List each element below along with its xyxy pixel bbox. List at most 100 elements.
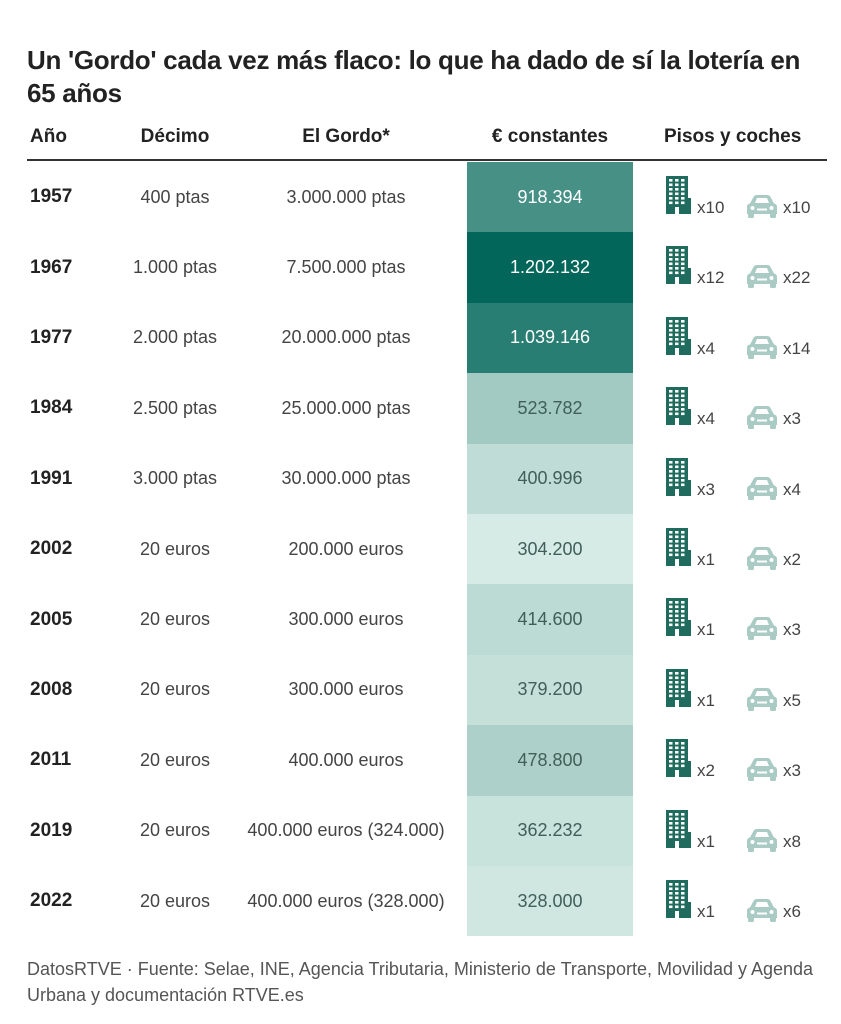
chart-title: Un 'Gordo' cada vez más flaco: lo que ha… [27,45,801,108]
constant-euros-cell: 1.202.132 [467,232,633,303]
constant-euros-cell: 918.394 [467,162,633,233]
constant-euros-cell: 1.039.146 [467,302,633,374]
constant-euros-value: 523.782 [517,397,583,418]
pisos-coches-cell: x4 x3 [664,373,834,443]
decimo-value: 2.500 ptas [132,397,218,418]
coches-multiplier: x3 [783,620,801,640]
table-row: 2022 20 euros 400.000 euros (328.000) 328.0… [0,866,841,937]
coches-multiplier: x10 [783,198,811,217]
year-label: 2022 [30,890,73,912]
table-row: 2011 20 euros 400.000 euros 478.800 x2 x3 [0,725,841,796]
header-divider [27,159,827,161]
gordo-value: 25.000.000 ptas [281,397,411,418]
decimo-value: 2.000 ptas [132,327,218,348]
building-icon [664,526,692,573]
car-icon [744,334,780,365]
coches-multiplier: x2 [783,550,801,569]
constant-euros-value: 304.200 [517,538,583,559]
gordo-value: 7.500.000 ptas [286,257,406,278]
constant-euros-cell: 304.200 [467,514,633,585]
car-icon [744,193,780,224]
decimo-value: 1.000 ptas [132,257,218,278]
table-row: 1977 2.000 ptas 20.000.000 ptas 1.039.146 x4… [0,302,841,374]
car-icon [744,404,780,435]
pisos-multiplier: x12 [697,268,725,288]
building-icon [664,808,692,855]
constant-euros-value: 478.800 [517,749,583,770]
table-row: 1991 3.000 ptas 30.000.000 ptas 400.996 x3 x4 [0,443,841,514]
table-row: 1957 400 ptas 3.000.000 ptas 918.394 x10 x10 [0,162,841,233]
pisos-multiplier: x10 [697,198,725,217]
building-icon [664,244,692,291]
pisos-multiplier: x1 [697,550,715,569]
constant-euros-value: 1.039.146 [509,327,591,348]
constant-euros-cell: 328.000 [467,866,633,937]
table-row: 2008 20 euros 300.000 euros 379.200 x1 x5 [0,654,841,726]
header-pisos-coches: Pisos y coches [664,126,802,147]
car-icon [744,263,780,294]
car-icon [744,545,780,576]
gordo-value: 400.000 euros (324.000) [247,820,445,841]
coches-multiplier: x4 [783,479,801,499]
building-icon [664,737,692,784]
pisos-multiplier: x4 [697,409,715,429]
pisos-multiplier: x1 [697,902,715,921]
coches-multiplier: x6 [783,902,801,921]
gordo-value: 300.000 euros [288,609,404,630]
year-label: 2005 [30,608,73,630]
building-icon [664,315,692,362]
gordo-value: 400.000 euros (328.000) [247,890,445,911]
constant-euros-cell: 523.782 [467,373,633,444]
decimo-value: 400 ptas [140,186,210,207]
pisos-coches-cell: x4 x14 [664,303,834,373]
header-gordo: El Gordo* [302,126,390,147]
year-label: 2008 [30,678,73,700]
pisos-coches-cell: x1 x5 [664,655,834,725]
building-icon [664,456,692,503]
pisos-coches-cell: x1 x2 [664,514,834,584]
decimo-value: 20 euros [139,749,211,770]
constant-euros-value: 379.200 [517,679,583,700]
pisos-coches-cell: x2 x3 [664,725,834,795]
car-icon [744,615,780,646]
constant-euros-value: 1.202.132 [509,257,591,278]
table-row: 2002 20 euros 200.000 euros 304.200 x1 x2 [0,514,841,585]
year-label: 2011 [30,749,72,771]
table-row: 1984 2.500 ptas 25.000.000 ptas 523.782 x4 x3 [0,373,841,444]
pisos-multiplier: x4 [697,338,715,358]
car-icon [744,827,780,858]
pisos-multiplier: x2 [697,761,715,781]
pisos-coches-cell: x10 x10 [664,162,834,232]
coches-multiplier: x8 [783,831,801,851]
decimo-value: 3.000 ptas [132,468,218,489]
decimo-value: 20 euros [139,890,211,911]
decimo-value: 20 euros [139,679,211,700]
building-icon [664,878,692,925]
car-icon [744,686,780,717]
table-row: 2005 20 euros 300.000 euros 414.600 x1 x3 [0,584,841,655]
pisos-coches-cell: x3 x4 [664,444,834,514]
gordo-value: 300.000 euros [288,679,404,700]
car-icon [744,756,780,787]
gordo-value: 400.000 euros [288,749,404,770]
building-icon [664,596,692,643]
decimo-value: 20 euros [139,609,211,630]
constant-euros-cell: 400.996 [467,443,633,514]
coches-multiplier: x14 [783,338,811,358]
pisos-multiplier: x1 [697,831,715,851]
car-icon [744,475,780,506]
pisos-multiplier: x1 [697,690,715,710]
pisos-coches-cell: x1 x3 [664,584,834,654]
car-icon [744,897,780,928]
gordo-value: 30.000.000 ptas [281,468,411,489]
constant-euros-cell: 478.800 [467,725,633,796]
constant-euros-value: 918.394 [517,186,583,207]
constant-euros-cell: 414.600 [467,584,633,655]
building-icon [664,174,692,221]
constant-euros-cell: 362.232 [467,795,633,866]
pisos-multiplier: x1 [697,620,715,640]
header-decimo: Décimo [140,126,210,147]
year-label: 1991 [30,467,73,489]
constant-euros-value: 328.000 [517,890,583,911]
source-footer: DatosRTVE · Fuente: Selae, INE, Agencia … [27,959,814,1005]
